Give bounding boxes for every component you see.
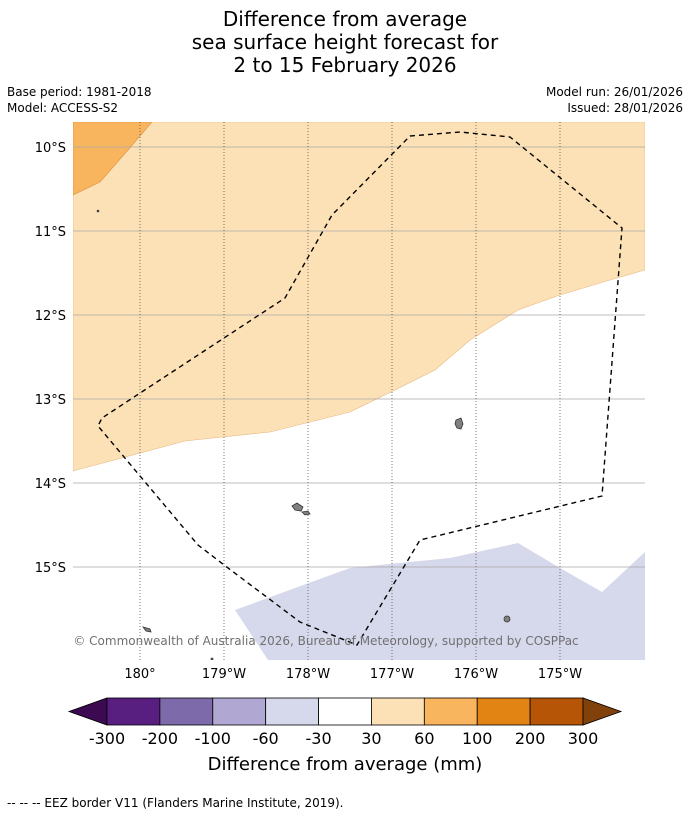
copyright-text: © Commonwealth of Australia 2026, Bureau… bbox=[73, 634, 578, 648]
base-period: Base period: 1981-2018 bbox=[7, 85, 152, 99]
colorbar-tick-label: -300 bbox=[89, 729, 125, 748]
title-line-1: Difference from average bbox=[222, 7, 468, 31]
island-d bbox=[503, 615, 511, 623]
colorbar-tick-label: -60 bbox=[253, 729, 279, 748]
lon-label-178w: 178°W bbox=[286, 667, 330, 682]
colorbar-extend-high bbox=[582, 697, 623, 726]
colorbar-cell bbox=[476, 697, 531, 726]
region-30-60 bbox=[73, 122, 645, 472]
meta-left: Base period: 1981-2018 Model: ACCESS-S2 bbox=[7, 84, 152, 116]
map-title: Difference from average sea surface heig… bbox=[0, 8, 690, 77]
lon-label-176w: 176°W bbox=[454, 667, 498, 682]
colorbar-cell bbox=[159, 697, 214, 726]
colorbar-tick-label: -30 bbox=[305, 729, 331, 748]
model-name: Model: ACCESS-S2 bbox=[7, 101, 119, 115]
island-f bbox=[141, 626, 152, 633]
lat-labels: 10°S 11°S 12°S 13°S 14°S 15°S bbox=[35, 141, 66, 576]
colorbar-tick-label: 30 bbox=[361, 729, 381, 748]
lat-label-14s: 14°S bbox=[35, 477, 66, 492]
colorbar-cells bbox=[106, 697, 584, 726]
title-line-2: sea surface height forecast for bbox=[191, 30, 499, 54]
colorbar-cell bbox=[371, 697, 425, 726]
lon-label-175w: 175°W bbox=[538, 667, 582, 682]
colorbar-label: Difference from average (mm) bbox=[208, 754, 483, 775]
lon-label-180: 180° bbox=[124, 667, 155, 682]
lat-label-12s: 12°S bbox=[35, 309, 66, 324]
lat-label-10s: 10°S bbox=[35, 141, 66, 156]
colorbar-cell bbox=[265, 697, 319, 726]
colorbar-tick-label: 300 bbox=[568, 729, 599, 748]
colorbar-cell bbox=[318, 697, 372, 726]
island-g bbox=[210, 657, 214, 660]
eez-footnote: -- -- -- EEZ border V11 (Flanders Marine… bbox=[7, 796, 344, 810]
colorbar-tick-label: 200 bbox=[515, 729, 546, 748]
model-run: Model run: 26/01/2026 bbox=[545, 85, 683, 99]
title-line-3: 2 to 15 February 2026 bbox=[233, 53, 457, 77]
region-60-100 bbox=[73, 122, 153, 196]
colorbar-tick-labels: -300 -200 -100 -60 -30 30 60 100 200 300 bbox=[89, 729, 598, 748]
island-a bbox=[454, 417, 464, 430]
colorbar-cell bbox=[106, 697, 161, 726]
island-b bbox=[291, 502, 304, 512]
colorbar-tick-label: -100 bbox=[195, 729, 231, 748]
lon-label-177w: 177°W bbox=[370, 667, 414, 682]
colorbar-cell bbox=[423, 697, 478, 726]
region-neg30-neg60 bbox=[235, 543, 645, 660]
colorbar-tick-label: 60 bbox=[414, 729, 434, 748]
lat-label-11s: 11°S bbox=[35, 225, 66, 240]
colorbar-tick-label: -200 bbox=[142, 729, 178, 748]
colorbar-cell bbox=[212, 697, 267, 726]
lat-label-13s: 13°S bbox=[35, 393, 66, 408]
colorbar-cell bbox=[529, 697, 584, 726]
colorbar-extend-low bbox=[67, 697, 108, 726]
lon-label-179w: 179°W bbox=[202, 667, 246, 682]
lat-gridlines bbox=[73, 146, 645, 568]
islands bbox=[96, 209, 511, 660]
eez-border bbox=[97, 131, 623, 646]
lon-labels: 180° 179°W 178°W 177°W 176°W 175°W bbox=[124, 667, 582, 682]
colorbar: -300 -200 -100 -60 -30 30 60 100 200 300 Differen… bbox=[67, 697, 623, 775]
issued-date: Issued: 28/01/2026 bbox=[567, 101, 683, 115]
island-e bbox=[96, 209, 100, 213]
island-c bbox=[301, 510, 311, 516]
map-panel: © Commonwealth of Australia 2026, Bureau… bbox=[73, 122, 645, 660]
colorbar-tick-label: 100 bbox=[462, 729, 493, 748]
lat-label-15s: 15°S bbox=[35, 561, 66, 576]
meta-right: Model run: 26/01/2026 Issued: 28/01/2026 bbox=[546, 84, 683, 116]
